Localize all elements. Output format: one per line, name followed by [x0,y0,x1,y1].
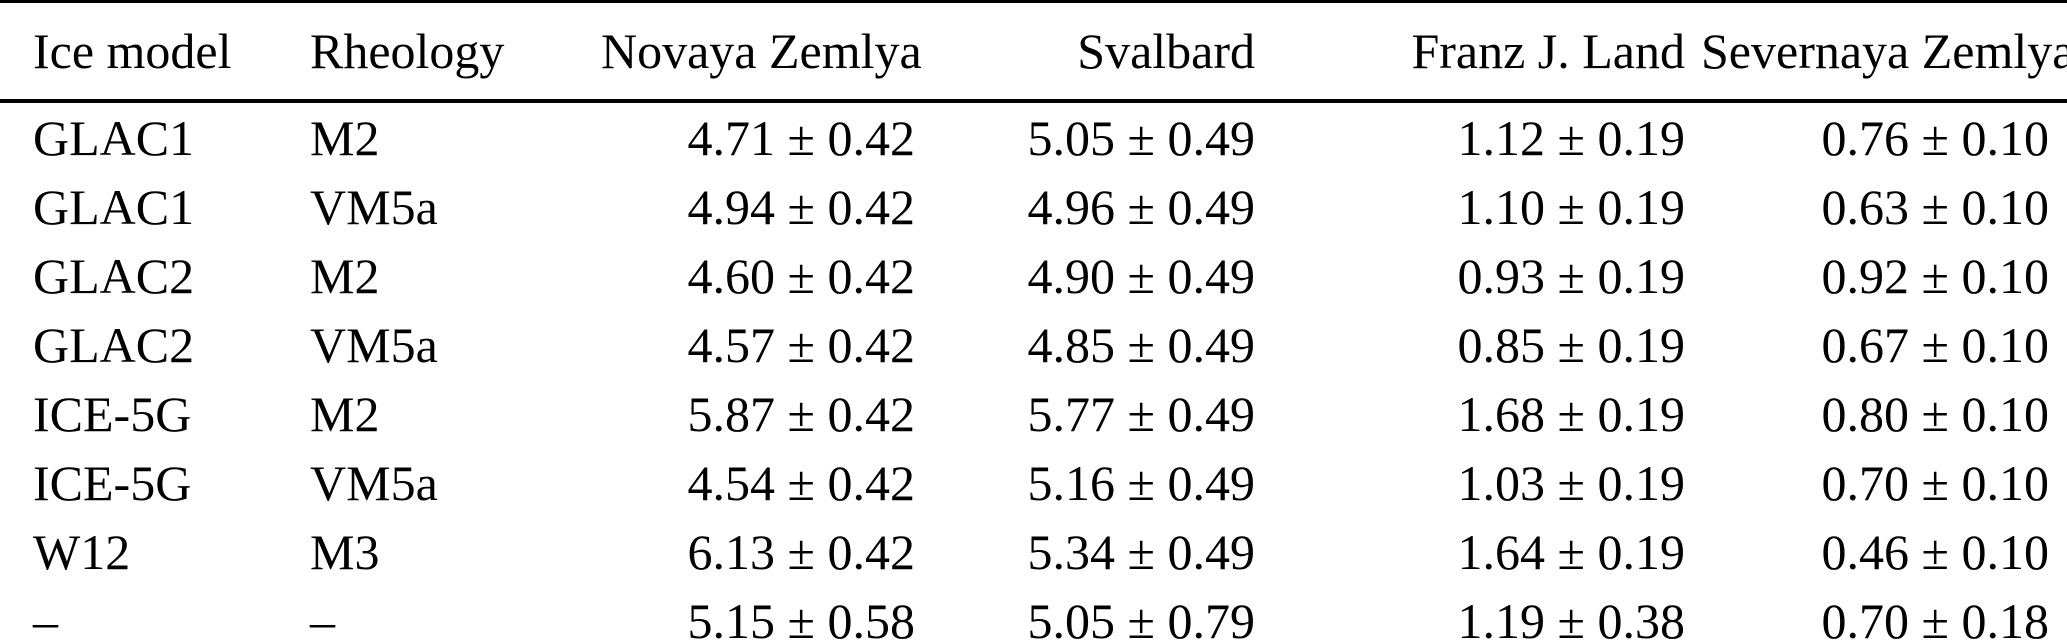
svalbard-cell: 4.85 ± 0.49 [1027,316,1255,373]
severnaya-zemlya-cell: 0.76 ± 0.10 [1821,109,2049,166]
franz-j-land-cell: 1.19 ± 0.38 [1457,592,1685,644]
table-row: GLAC1 VM5a 4.94 ± 0.42 4.96 ± 0.49 1.10 … [0,172,2067,241]
severnaya-zemlya-cell: 0.46 ± 0.10 [1821,523,2049,580]
table-body: GLAC1 M2 4.71 ± 0.42 5.05 ± 0.49 1.12 ± … [0,101,2067,644]
franz-j-land-cell: 1.68 ± 0.19 [1457,385,1685,442]
ice-model-cell: – [33,592,58,644]
severnaya-zemlya-cell: 0.92 ± 0.10 [1821,247,2049,304]
column-header-franz-j-land: Franz J. Land [1255,1,1700,103]
ice-model-cell: GLAC2 [33,316,195,373]
svalbard-cell: 5.77 ± 0.49 [1027,385,1255,442]
column-header-ice-model: Ice model [0,1,300,103]
rheology-cell: VM5a [310,454,438,511]
svalbard-cell: 5.16 ± 0.49 [1027,454,1255,511]
column-header-novaya-zemlya: Novaya Zemlya [600,1,922,103]
novaya-zemlya-cell: 4.57 ± 0.42 [687,316,915,373]
ice-model-cell: W12 [33,523,131,580]
rheology-cell: M2 [310,247,380,304]
ice-model-cell: GLAC1 [33,178,195,235]
rheology-cell: VM5a [310,316,438,373]
severnaya-zemlya-cell: 0.67 ± 0.10 [1821,316,2049,373]
header-row: Ice model Rheology Novaya Zemlya Svalbar… [0,1,2067,103]
rheology-cell: M2 [310,109,380,166]
table-row: ICE-5G M2 5.87 ± 0.42 5.77 ± 0.49 1.68 ±… [0,379,2067,448]
ice-model-cell: ICE-5G [33,385,192,442]
rheology-cell: VM5a [310,178,438,235]
franz-j-land-cell: 0.85 ± 0.19 [1457,316,1685,373]
table-header: Ice model Rheology Novaya Zemlya Svalbar… [0,1,2067,103]
table-row: W12 M3 6.13 ± 0.42 5.34 ± 0.49 1.64 ± 0.… [0,517,2067,586]
svalbard-cell: 4.96 ± 0.49 [1027,178,1255,235]
franz-j-land-cell: 1.12 ± 0.19 [1457,109,1685,166]
franz-j-land-cell: 1.03 ± 0.19 [1457,454,1685,511]
column-header-svalbard: Svalbard [915,1,1255,103]
novaya-zemlya-cell: 5.15 ± 0.58 [687,592,915,644]
novaya-zemlya-cell: 4.71 ± 0.42 [687,109,915,166]
table-row: ICE-5G VM5a 4.54 ± 0.42 5.16 ± 0.49 1.03… [0,448,2067,517]
severnaya-zemlya-cell: 0.80 ± 0.10 [1821,385,2049,442]
franz-j-land-cell: 0.93 ± 0.19 [1457,247,1685,304]
novaya-zemlya-cell: 6.13 ± 0.42 [687,523,915,580]
table-row: GLAC1 M2 4.71 ± 0.42 5.05 ± 0.49 1.12 ± … [0,101,2067,172]
rheology-cell: M3 [310,523,380,580]
column-header-severnaya-zemlya: Severnaya Zemlya [1700,1,2067,103]
novaya-zemlya-cell: 5.87 ± 0.42 [687,385,915,442]
table-row: – – 5.15 ± 0.58 5.05 ± 0.79 1.19 ± 0.38 … [0,586,2067,644]
svalbard-cell: 4.90 ± 0.49 [1027,247,1255,304]
novaya-zemlya-cell: 4.60 ± 0.42 [687,247,915,304]
novaya-zemlya-cell: 4.54 ± 0.42 [687,454,915,511]
franz-j-land-cell: 1.10 ± 0.19 [1457,178,1685,235]
column-header-rheology: Rheology [300,1,600,103]
ice-model-cell: GLAC2 [33,247,195,304]
novaya-zemlya-cell: 4.94 ± 0.42 [687,178,915,235]
franz-j-land-cell: 1.64 ± 0.19 [1457,523,1685,580]
svalbard-cell: 5.05 ± 0.79 [1027,592,1255,644]
table-row: GLAC2 M2 4.60 ± 0.42 4.90 ± 0.49 0.93 ± … [0,241,2067,310]
severnaya-zemlya-cell: 0.70 ± 0.18 [1821,592,2049,644]
severnaya-zemlya-cell: 0.70 ± 0.10 [1821,454,2049,511]
ice-model-cell: GLAC1 [33,109,195,166]
rheology-cell: M2 [310,385,380,442]
table-row: GLAC2 VM5a 4.57 ± 0.42 4.85 ± 0.49 0.85 … [0,310,2067,379]
ice-model-cell: ICE-5G [33,454,192,511]
svalbard-cell: 5.05 ± 0.49 [1027,109,1255,166]
rheology-cell: – [310,592,335,644]
severnaya-zemlya-cell: 0.63 ± 0.10 [1821,178,2049,235]
svalbard-cell: 5.34 ± 0.49 [1027,523,1255,580]
